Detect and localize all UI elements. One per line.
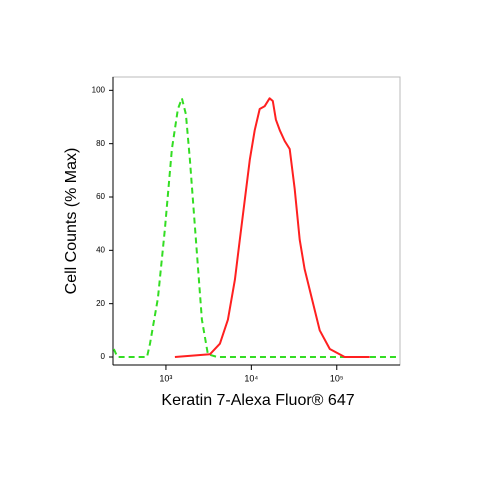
x-axis-label: Keratin 7-Alexa Fluor® 647 bbox=[161, 392, 354, 409]
y-tick-label: 60 bbox=[96, 192, 105, 201]
y-tick-label: 100 bbox=[92, 85, 106, 94]
y-tick-label: 40 bbox=[96, 245, 105, 254]
y-tick-label: 20 bbox=[96, 299, 105, 308]
x-tick-label: 10⁵ bbox=[330, 373, 344, 383]
histogram-line bbox=[112, 97, 397, 358]
y-tick-label: 80 bbox=[96, 139, 105, 148]
y-tick-label: 0 bbox=[101, 352, 106, 361]
x-tick-label: 10³ bbox=[159, 373, 172, 383]
x-tick-label: 10⁴ bbox=[244, 373, 258, 383]
y-axis-label: Cell Counts (% Max) bbox=[63, 148, 80, 295]
histogram-line bbox=[174, 97, 370, 358]
